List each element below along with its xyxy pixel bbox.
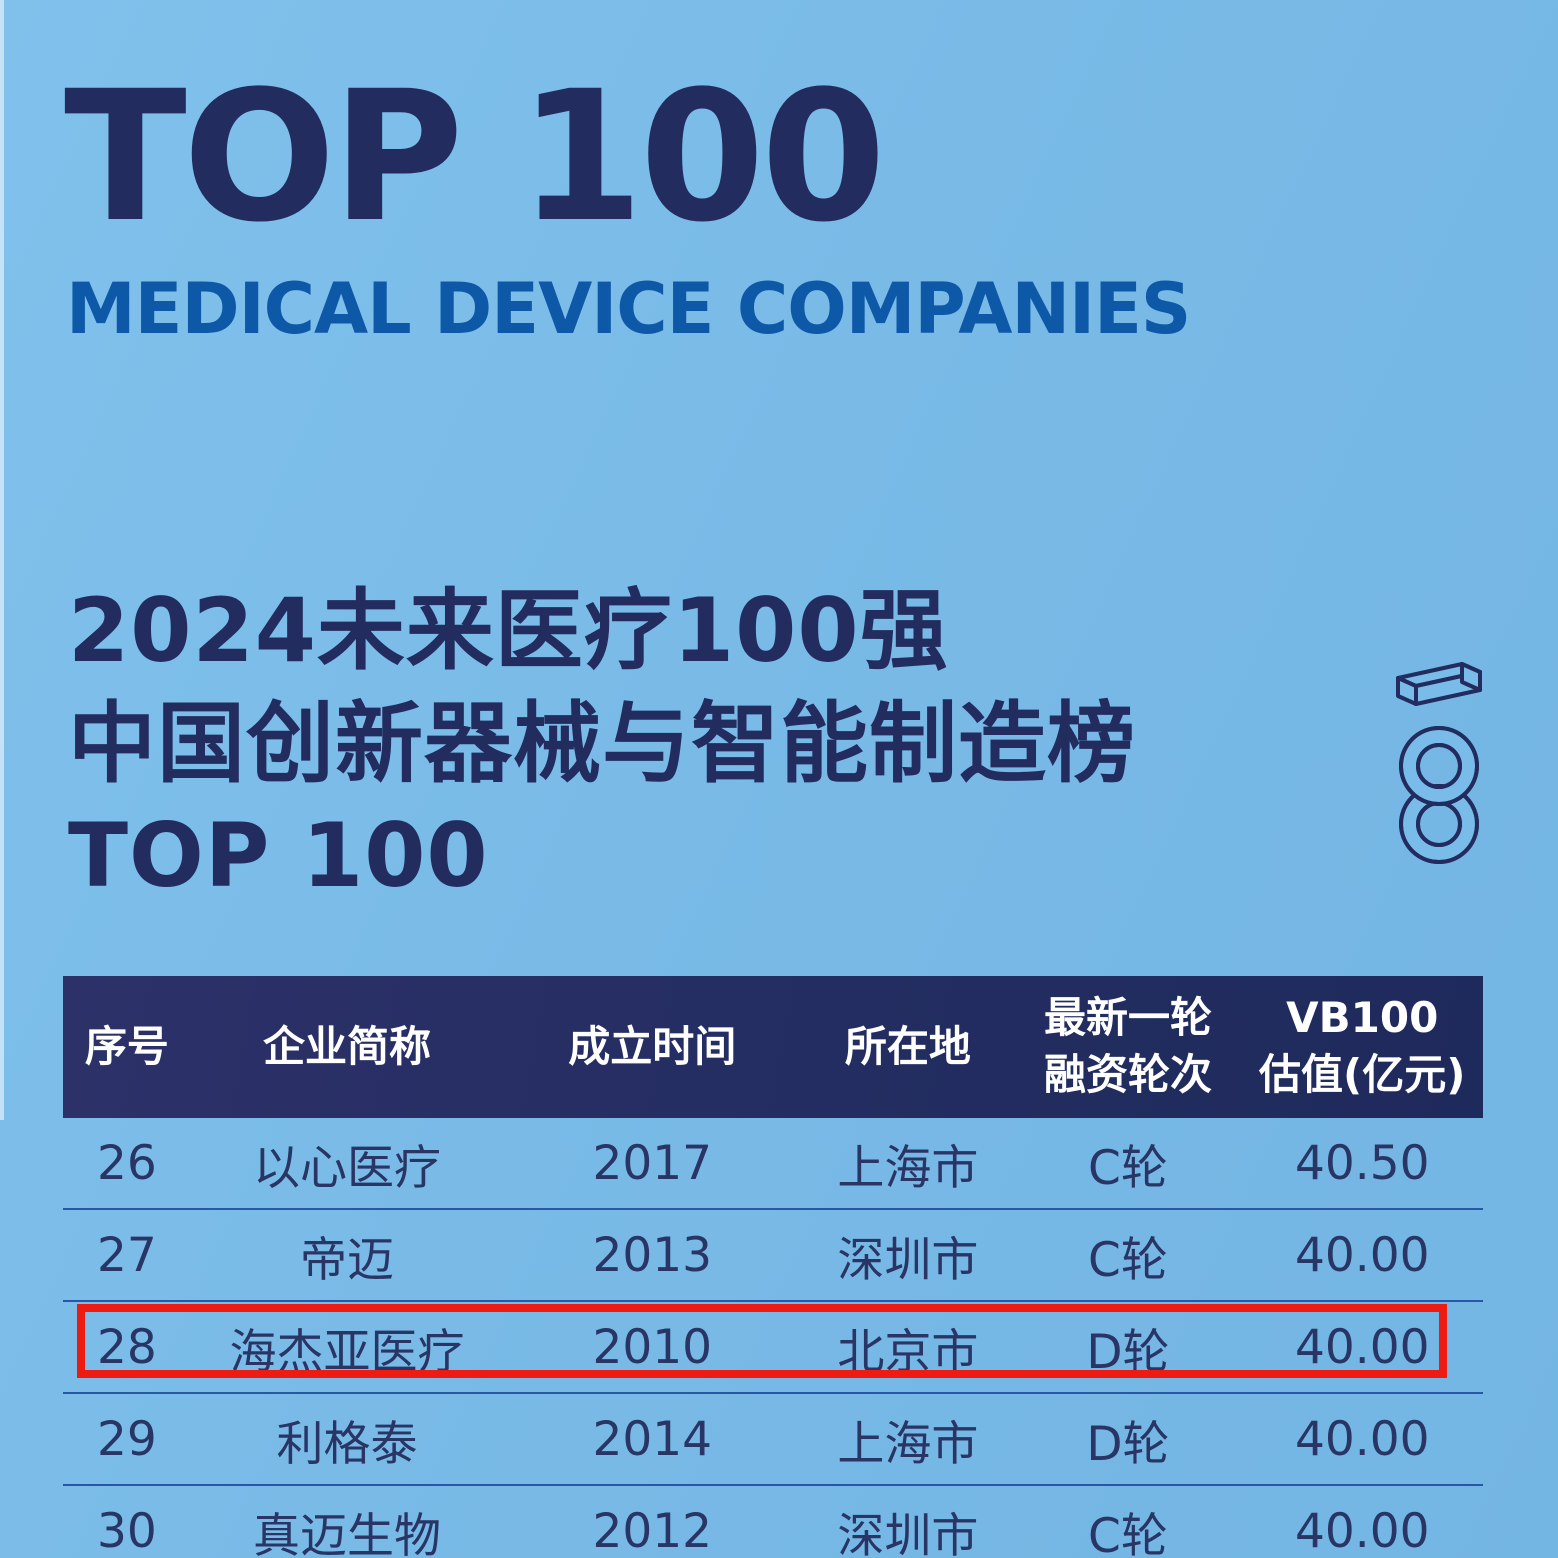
top100-logo-icon bbox=[1392, 648, 1492, 884]
cell-round: C轮 bbox=[1088, 1232, 1168, 1288]
cell-company: 以心医疗 bbox=[252, 1140, 441, 1196]
cell-company: 真迈生物 bbox=[252, 1508, 441, 1558]
cell-valuation: 40.00 bbox=[1294, 1227, 1430, 1283]
cn-heading-line-2: 中国创新器械与智能制造榜 bbox=[68, 691, 1137, 795]
cell-location: 北京市 bbox=[837, 1324, 979, 1380]
table-row-26: 26 以心医疗 2017 上海市 C轮 40.50 bbox=[63, 1118, 1483, 1208]
cn-heading-line-3: TOP 100 bbox=[68, 804, 489, 908]
header-label-line2: 估值(亿元) bbox=[1259, 1050, 1466, 1099]
page-subtitle: MEDICAL DEVICE COMPANIES bbox=[66, 268, 1191, 350]
header-label: 成立时间 bbox=[568, 1021, 737, 1071]
header-label-line1: VB100 bbox=[1286, 993, 1439, 1043]
cell-round: C轮 bbox=[1088, 1140, 1168, 1196]
cell-company: 利格泰 bbox=[276, 1416, 418, 1472]
header-cell-round: 最新一轮 融资轮次 bbox=[1014, 990, 1241, 1103]
title-block: TOP 100 MEDICAL DEVICE COMPANIES bbox=[64, 53, 1191, 350]
header-cell-valuation: VB100 估值(亿元) bbox=[1242, 990, 1483, 1103]
header-cell-company: 企业简称 bbox=[191, 1019, 503, 1076]
cell-founded: 2013 bbox=[592, 1227, 713, 1283]
cell-company: 帝迈 bbox=[299, 1232, 394, 1288]
cell-rank: 26 bbox=[96, 1135, 157, 1191]
cell-company: 海杰亚医疗 bbox=[229, 1324, 465, 1380]
cell-valuation: 40.50 bbox=[1294, 1135, 1430, 1191]
header-label-line2: 融资轮次 bbox=[1043, 1050, 1212, 1099]
cell-founded: 2017 bbox=[592, 1135, 713, 1191]
cell-location: 上海市 bbox=[837, 1140, 979, 1196]
cell-rank: 28 bbox=[96, 1319, 157, 1375]
cell-valuation: 40.00 bbox=[1294, 1411, 1430, 1467]
cell-rank: 29 bbox=[96, 1411, 157, 1467]
left-edge-strip bbox=[0, 0, 4, 1120]
cell-valuation: 40.00 bbox=[1294, 1319, 1430, 1375]
table-header: 序号 企业简称 成立时间 所在地 最新一轮 融资轮次 VB100 估值(亿元) bbox=[63, 976, 1483, 1118]
cell-founded: 2012 bbox=[592, 1503, 713, 1558]
cell-location: 上海市 bbox=[837, 1416, 979, 1472]
header-label: 序号 bbox=[84, 1021, 169, 1071]
ranking-table: 序号 企业简称 成立时间 所在地 最新一轮 融资轮次 VB100 估值(亿元) … bbox=[63, 976, 1483, 1558]
header-label-line1: 最新一轮 bbox=[1043, 993, 1212, 1043]
cell-location: 深圳市 bbox=[837, 1232, 979, 1288]
cell-rank: 30 bbox=[96, 1503, 157, 1558]
header-label: 企业简称 bbox=[262, 1021, 431, 1071]
cell-location: 深圳市 bbox=[837, 1508, 979, 1558]
table-row-29: 29 利格泰 2014 上海市 D轮 40.00 bbox=[63, 1392, 1483, 1484]
chinese-heading: 2024未来医疗100强 中国创新器械与智能制造榜 TOP 100 bbox=[68, 575, 1136, 913]
cell-round: C轮 bbox=[1088, 1508, 1168, 1558]
cell-round: D轮 bbox=[1086, 1416, 1170, 1472]
cell-founded: 2010 bbox=[592, 1319, 713, 1375]
cell-round: D轮 bbox=[1086, 1324, 1170, 1380]
header-cell-founded: 成立时间 bbox=[503, 1019, 801, 1076]
page-title: TOP 100 bbox=[64, 53, 886, 262]
table-row-30: 30 真迈生物 2012 深圳市 C轮 40.00 bbox=[63, 1484, 1483, 1558]
header-cell-rank: 序号 bbox=[63, 1019, 191, 1076]
table-row-28: 28 海杰亚医疗 2010 北京市 D轮 40.00 bbox=[63, 1300, 1483, 1392]
cell-rank: 27 bbox=[96, 1227, 157, 1283]
cell-valuation: 40.00 bbox=[1294, 1503, 1430, 1558]
header-label: 所在地 bbox=[844, 1021, 971, 1071]
cn-heading-line-1: 2024未来医疗100强 bbox=[68, 579, 949, 682]
table-row-27: 27 帝迈 2013 深圳市 C轮 40.00 bbox=[63, 1208, 1483, 1300]
header-cell-location: 所在地 bbox=[801, 1019, 1014, 1076]
cell-founded: 2014 bbox=[592, 1411, 713, 1467]
